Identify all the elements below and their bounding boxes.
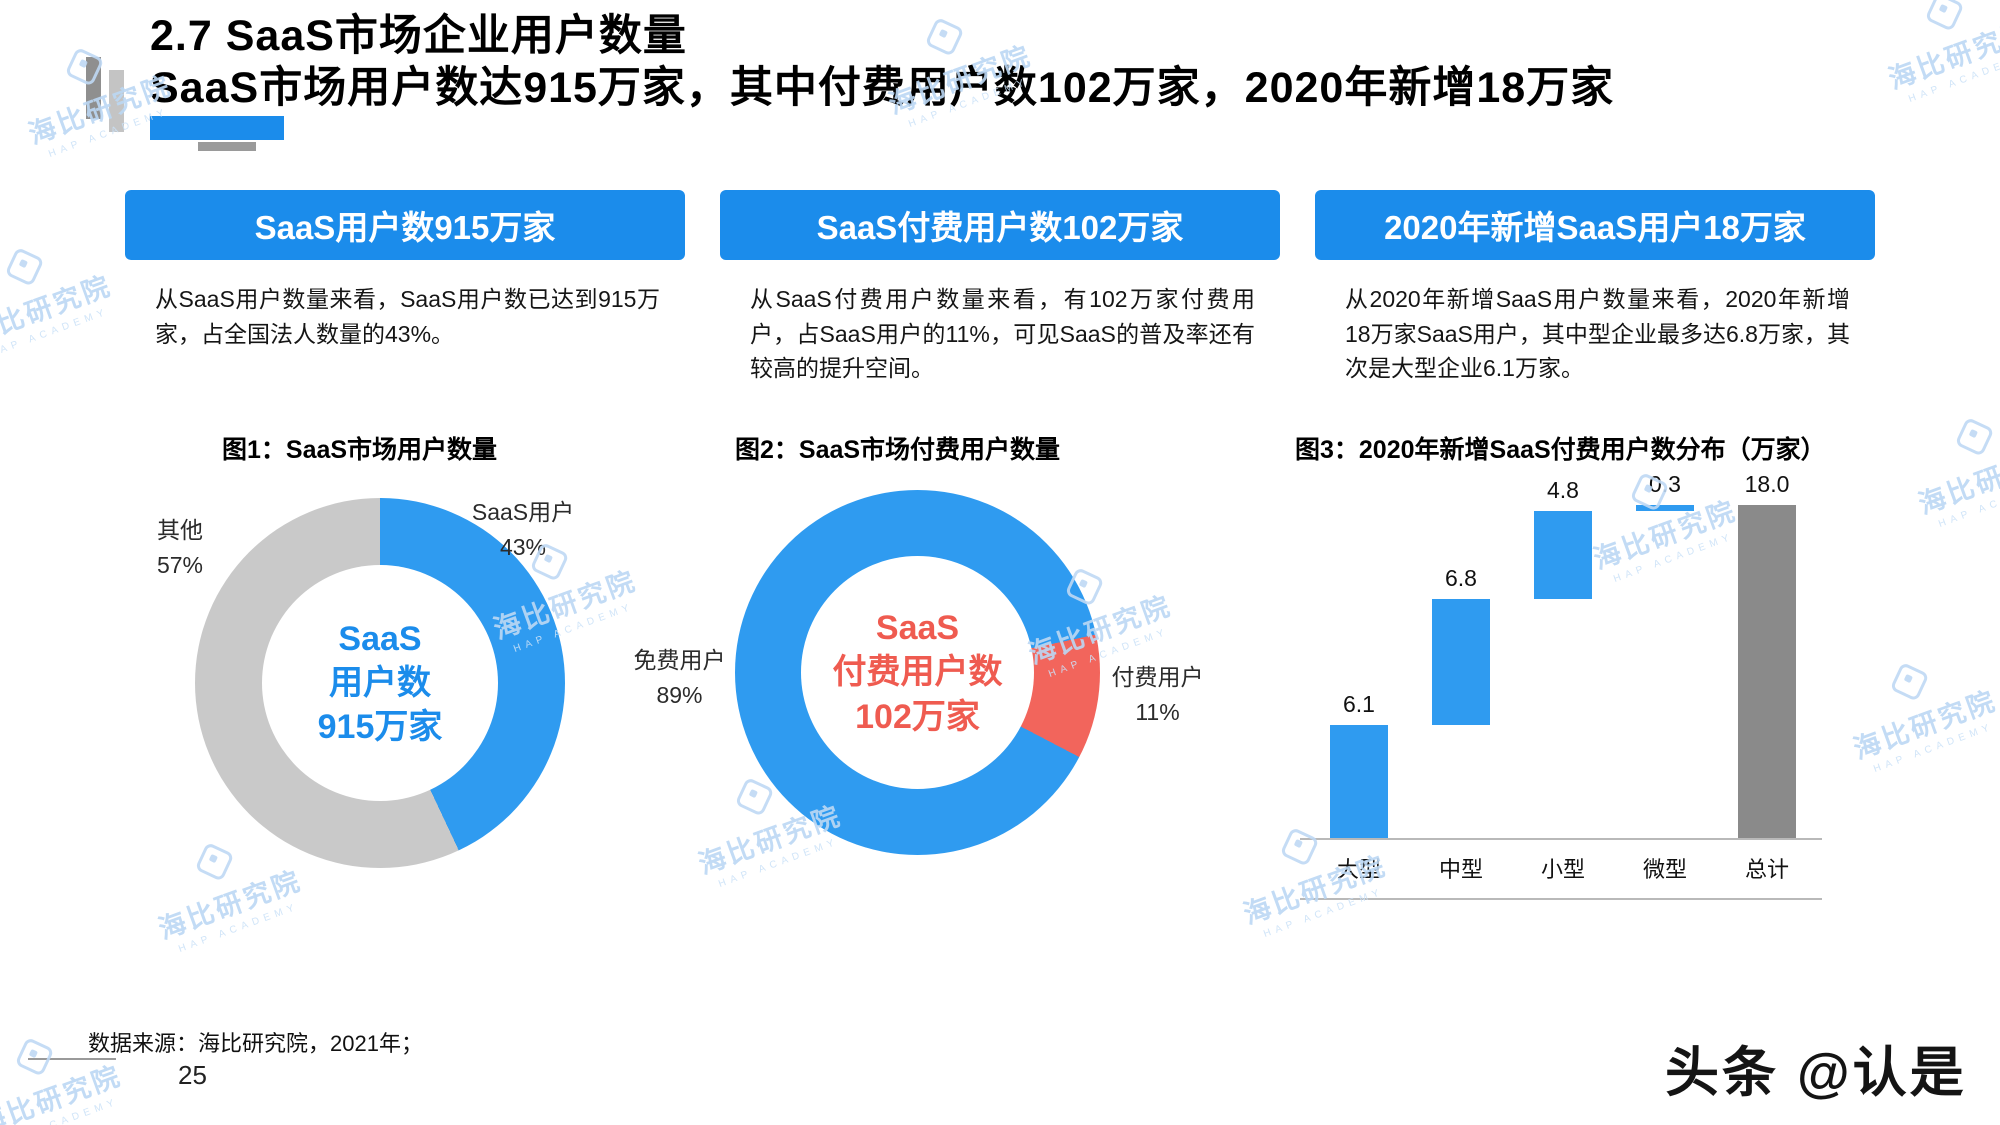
slice-label-paid-users: 付费用户 11% xyxy=(1111,664,1204,725)
title-deco-bar xyxy=(109,70,124,132)
haibi-logo-icon xyxy=(4,246,45,287)
donut-chart-paid-users: SaaS 付费用户数 102万家 xyxy=(735,490,1100,855)
section-header-new-users: 2020年新增SaaS用户18万家 xyxy=(1315,190,1875,260)
credit-watermark: 头条 @认是 xyxy=(1665,1043,1967,1103)
title-line-2: SaaS市场用户数达915万家，其中付费用户数102万家，2020年新增18万家 xyxy=(150,64,1615,113)
slice-label-others: 其他 57% xyxy=(156,517,204,578)
section-body-saas-users: 从SaaS用户数量来看，SaaS用户数已达到915万家，占全国法人数量的43%。 xyxy=(155,286,660,347)
bar-value-label: 0.3 xyxy=(1649,471,1681,497)
haibi-logo-icon xyxy=(1924,0,1965,32)
section-body-paid-users: 从SaaS付费用户数量来看，有102万家付费用户，占SaaS用户的11%，可见S… xyxy=(750,286,1255,381)
watermark: 海比研究院 HAP ACADEMY xyxy=(1869,0,2000,109)
donut-center-label: SaaS 用户数 915万家 xyxy=(317,619,443,747)
data-source-note: 数据来源：海比研究院，2021年； xyxy=(88,1031,423,1056)
page-title: 2.7 SaaS市场企业用户数量 SaaS市场用户数达915万家，其中付费用户数… xyxy=(150,10,1614,115)
category-label: 总计 xyxy=(1744,857,1789,882)
page-number: 25 xyxy=(178,1060,207,1090)
section-header-paid-users: SaaS付费用户数102万家 xyxy=(720,190,1280,260)
category-label: 微型 xyxy=(1642,857,1687,882)
chart3-title: 图3：2020年新增SaaS付费用户数分布（万家） xyxy=(1295,436,1826,464)
waterfall-bar xyxy=(1330,725,1388,838)
haibi-logo-icon xyxy=(1889,661,1930,702)
category-label: 小型 xyxy=(1540,857,1585,882)
waterfall-bar xyxy=(1432,599,1490,726)
category-label: 大型 xyxy=(1336,857,1381,882)
chart2-title: 图2：SaaS市场付费用户数量 xyxy=(735,436,1061,464)
waterfall-bar xyxy=(1636,505,1694,511)
bar-value-label: 6.8 xyxy=(1445,565,1477,592)
donut-center-label: SaaS 付费用户数 102万家 xyxy=(832,609,1003,736)
haibi-logo-icon xyxy=(14,1036,55,1077)
title-deco-underline-small xyxy=(198,142,256,151)
slice-label-saas-users: SaaS用户 43% xyxy=(471,499,575,560)
axis-bottom-line xyxy=(1300,898,1822,900)
watermark: 海比研究院 HAP ACADEMY xyxy=(1834,642,2000,779)
donut-hole xyxy=(262,565,498,801)
section-body-new-users: 从2020年新增SaaS用户数量来看，2020年新增18万家SaaS用户，其中型… xyxy=(1345,286,1850,381)
title-deco-underline xyxy=(150,116,284,140)
waterfall-chart-new-users: 6.1 大型 6.8 中型 4.8 小型 0.3 微型 18.0 总计 xyxy=(1300,455,1830,925)
waterfall-total-bar xyxy=(1738,505,1796,838)
title-deco-bar xyxy=(86,57,101,119)
donut-hole xyxy=(801,556,1034,789)
slice-label-free-users: 免费用户 89% xyxy=(633,647,726,708)
x-axis-line xyxy=(1300,838,1822,840)
footer-divider xyxy=(28,1058,116,1060)
section-header-saas-users: SaaS用户数915万家 xyxy=(125,190,685,260)
waterfall-bar xyxy=(1534,510,1592,600)
category-label: 中型 xyxy=(1438,857,1483,882)
bar-value-label: 6.1 xyxy=(1343,691,1375,718)
bar-value-label: 4.8 xyxy=(1547,476,1579,503)
watermark: 海比研究院 HAP ACADEMY xyxy=(0,227,121,364)
title-line-1: 2.7 SaaS市场企业用户数量 xyxy=(150,12,687,60)
bar-value-label: 18.0 xyxy=(1744,471,1790,497)
chart1-title: 图1：SaaS市场用户数量 xyxy=(222,436,498,464)
haibi-logo-icon xyxy=(1954,416,1995,457)
watermark: 海比研究院 HAP ACADEMY xyxy=(1899,397,2000,534)
donut-chart-saas-users: SaaS 用户数 915万家 xyxy=(195,498,565,868)
